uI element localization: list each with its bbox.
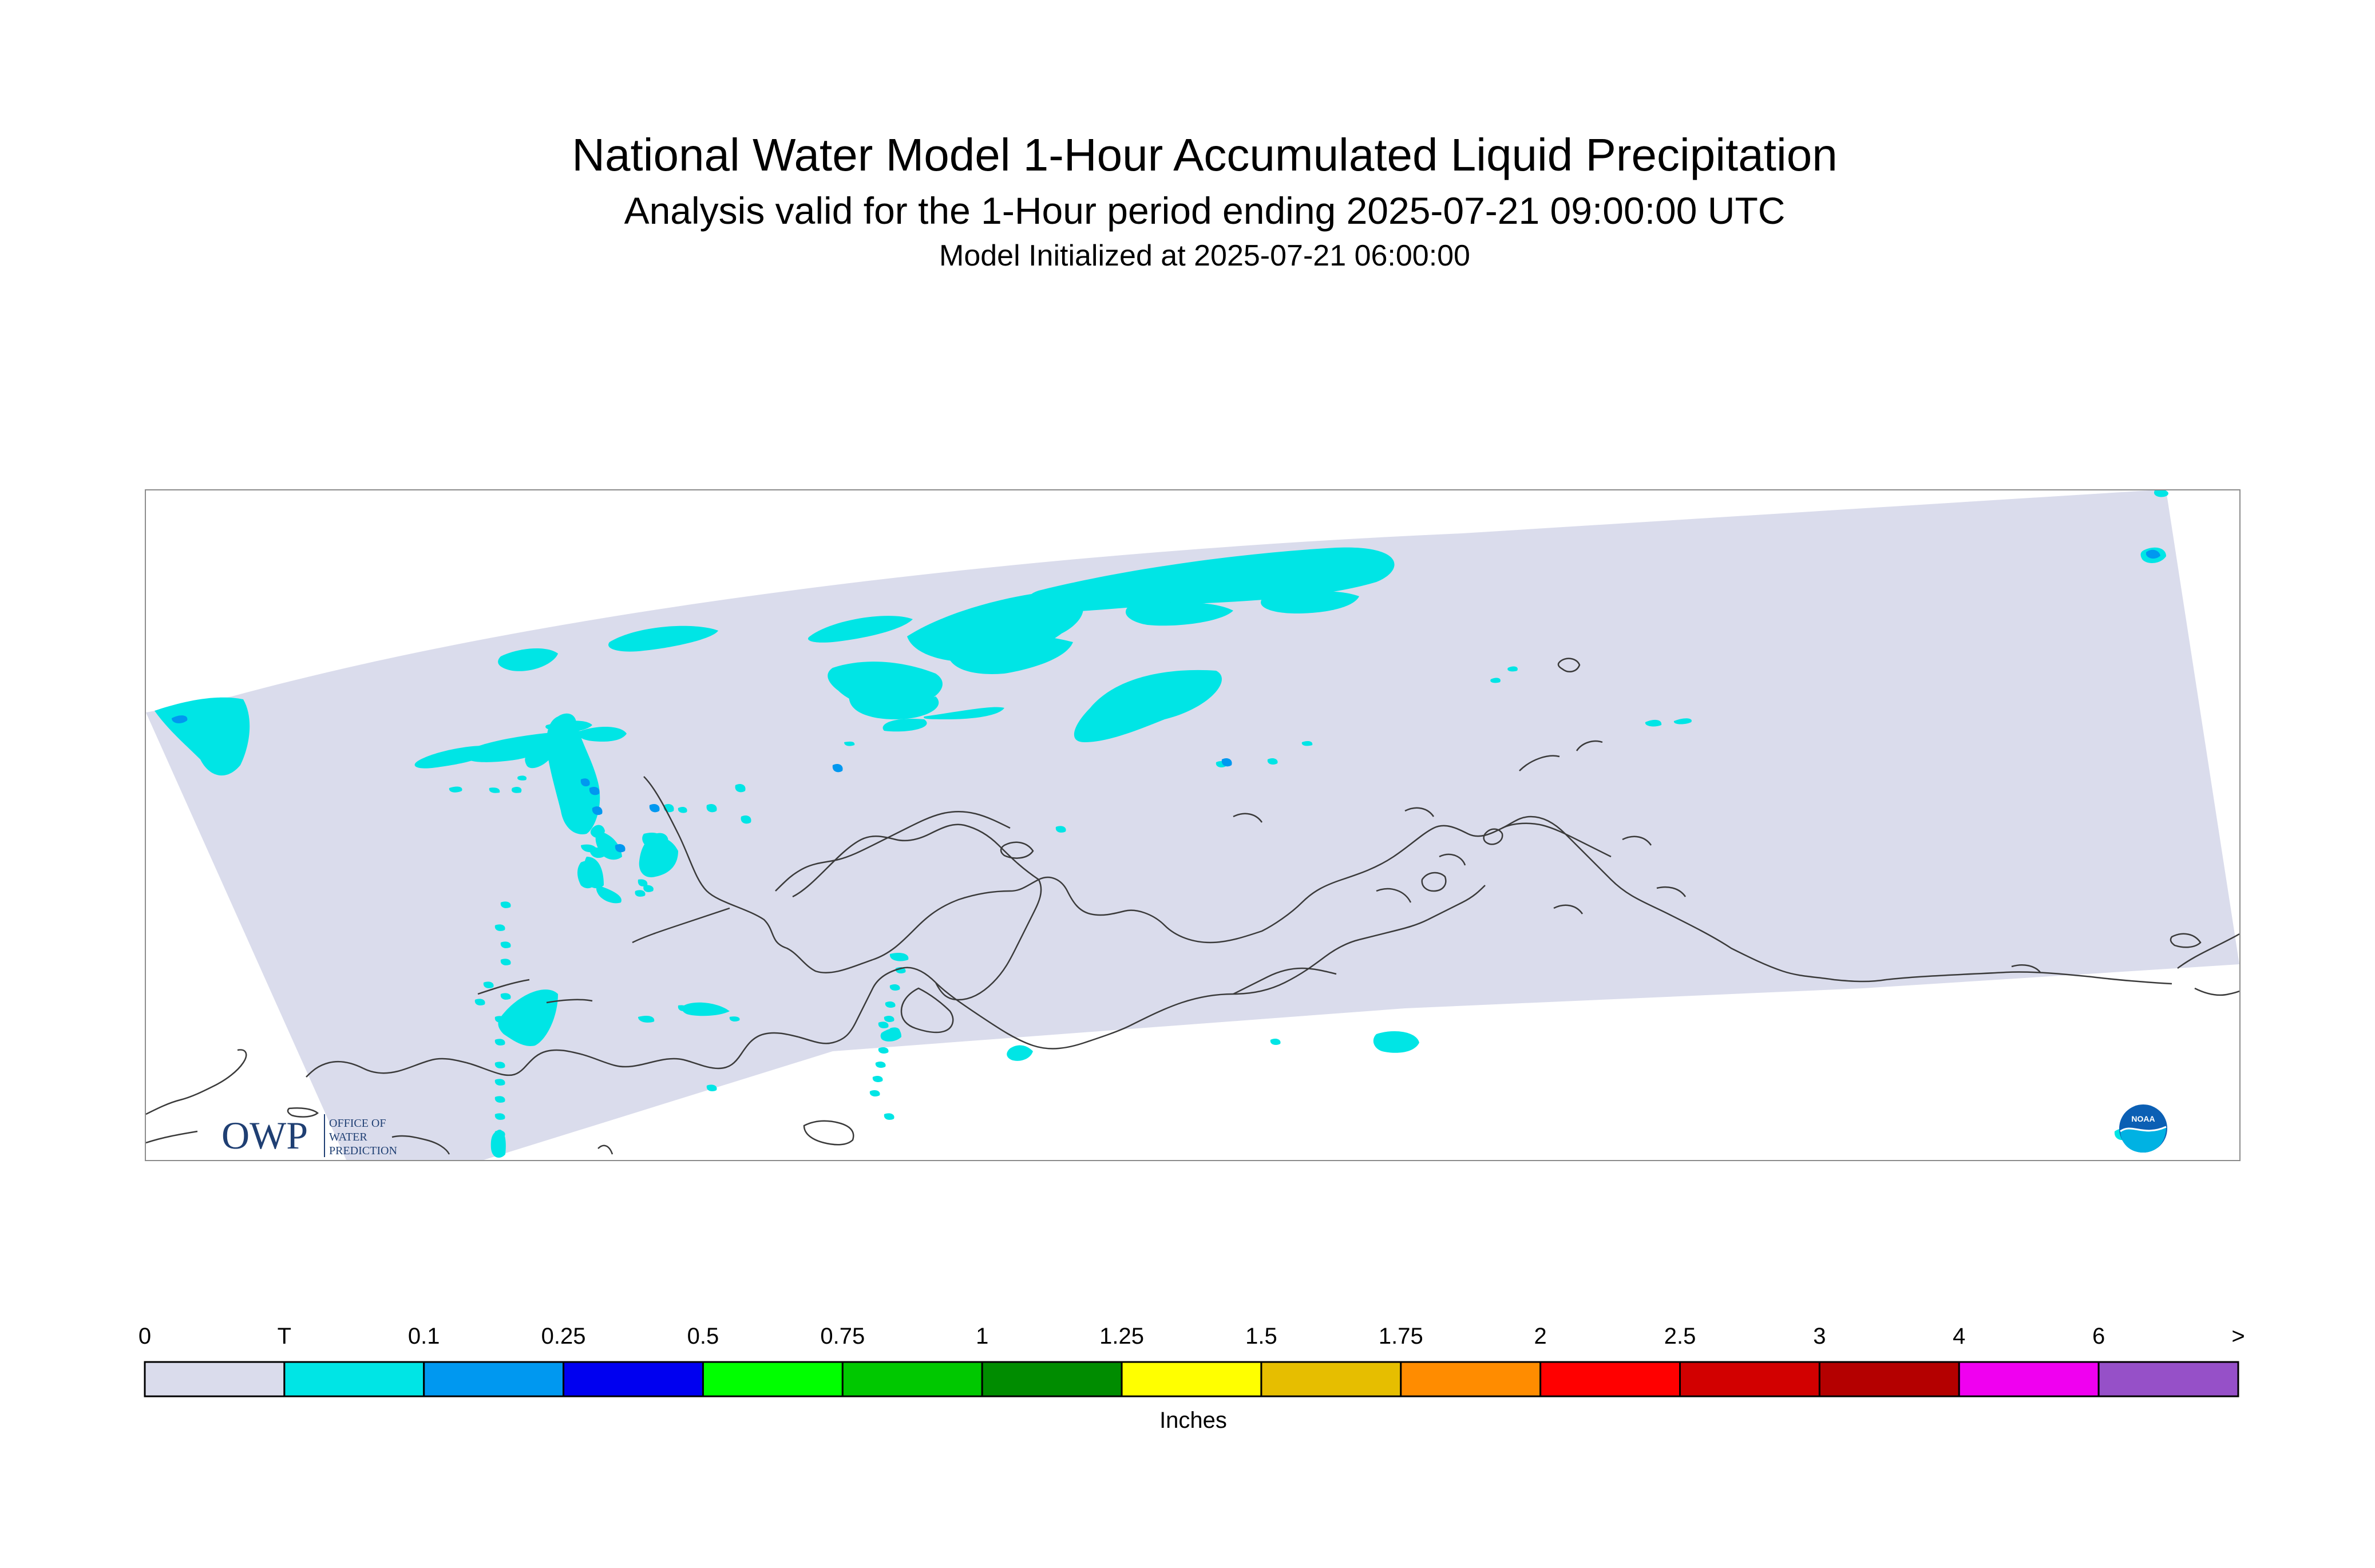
map-title: National Water Model 1-Hour Accumulated …: [572, 129, 1838, 180]
legend-bin-8: [1260, 1361, 1402, 1397]
legend-tick-0: 0: [138, 1324, 151, 1349]
precip-legend: 0 T 0.1 0.25 0.5 0.75 1 1.25 1.5 1.75 2 2.5 3 4 6 > Inc…: [138, 1324, 2245, 1433]
legend-bin-5: [841, 1361, 983, 1397]
legend-bin-0: [144, 1361, 286, 1397]
model-domain: [146, 490, 2239, 1160]
legend-tick-1: T: [278, 1324, 291, 1349]
legend-bin-12: [1818, 1361, 1960, 1397]
legend-tick-4: 0.5: [687, 1324, 719, 1349]
legend-tick-6: 1: [976, 1324, 988, 1349]
legend-bin-10: [1539, 1361, 1681, 1397]
legend-tick-2: 0.1: [408, 1324, 440, 1349]
legend-tick-11: 2.5: [1664, 1324, 1696, 1349]
legend-unit-label: Inches: [1159, 1408, 1227, 1433]
owp-logo-text: OWP: [221, 1114, 308, 1157]
precip-trace-areas: [155, 490, 2168, 1158]
noaa-logo: NOAA: [2119, 1104, 2167, 1153]
legend-bin-6: [981, 1361, 1123, 1397]
legend-bin-13: [1958, 1361, 2100, 1397]
legend-bin-4: [702, 1361, 844, 1397]
map-subtitle: Analysis valid for the 1-Hour period end…: [624, 189, 1786, 232]
legend-bin-11: [1679, 1361, 1820, 1397]
legend-tick-15: >: [2231, 1324, 2245, 1349]
legend-bin-2: [423, 1361, 565, 1397]
legend-bin-3: [563, 1361, 704, 1397]
legend-tick-7: 1.25: [1099, 1324, 1144, 1349]
legend-bin-14: [2097, 1361, 2239, 1397]
precip-light-blue-areas: [172, 549, 2160, 853]
legend-tick-14: 6: [2092, 1324, 2105, 1349]
legend-bin-9: [1400, 1361, 1542, 1397]
coastlines: [146, 658, 2239, 1155]
map-panel: OWP OFFICE OF WATER PREDICTION NOAA: [145, 489, 2241, 1161]
legend-tick-9: 1.75: [1379, 1324, 1423, 1349]
legend-tick-3: 0.25: [541, 1324, 586, 1349]
legend-tick-10: 2: [1534, 1324, 1547, 1349]
legend-bins: [144, 1361, 2239, 1397]
legend-bin-1: [283, 1361, 425, 1397]
owp-logo-line2: WATER: [329, 1131, 367, 1143]
legend-tick-5: 0.75: [820, 1324, 865, 1349]
owp-logo-line3: PREDICTION: [329, 1145, 397, 1157]
noaa-logo-text: NOAA: [2131, 1114, 2155, 1123]
owp-logo: OWP OFFICE OF WATER PREDICTION: [221, 1114, 397, 1157]
legend-tick-12: 3: [1813, 1324, 1826, 1349]
owp-logo-line1: OFFICE OF: [329, 1117, 386, 1130]
model-init-line: Model Initialized at 2025-07-21 06:00:00: [939, 239, 1470, 272]
legend-tick-8: 1.5: [1245, 1324, 1277, 1349]
legend-tick-13: 4: [1953, 1324, 1965, 1349]
precipitation-map: [146, 490, 2239, 1160]
legend-bin-7: [1121, 1361, 1262, 1397]
legend-tick-labels: 0 T 0.1 0.25 0.5 0.75 1 1.25 1.5 1.75 2 2.5 3 4 6 >: [138, 1324, 2245, 1349]
